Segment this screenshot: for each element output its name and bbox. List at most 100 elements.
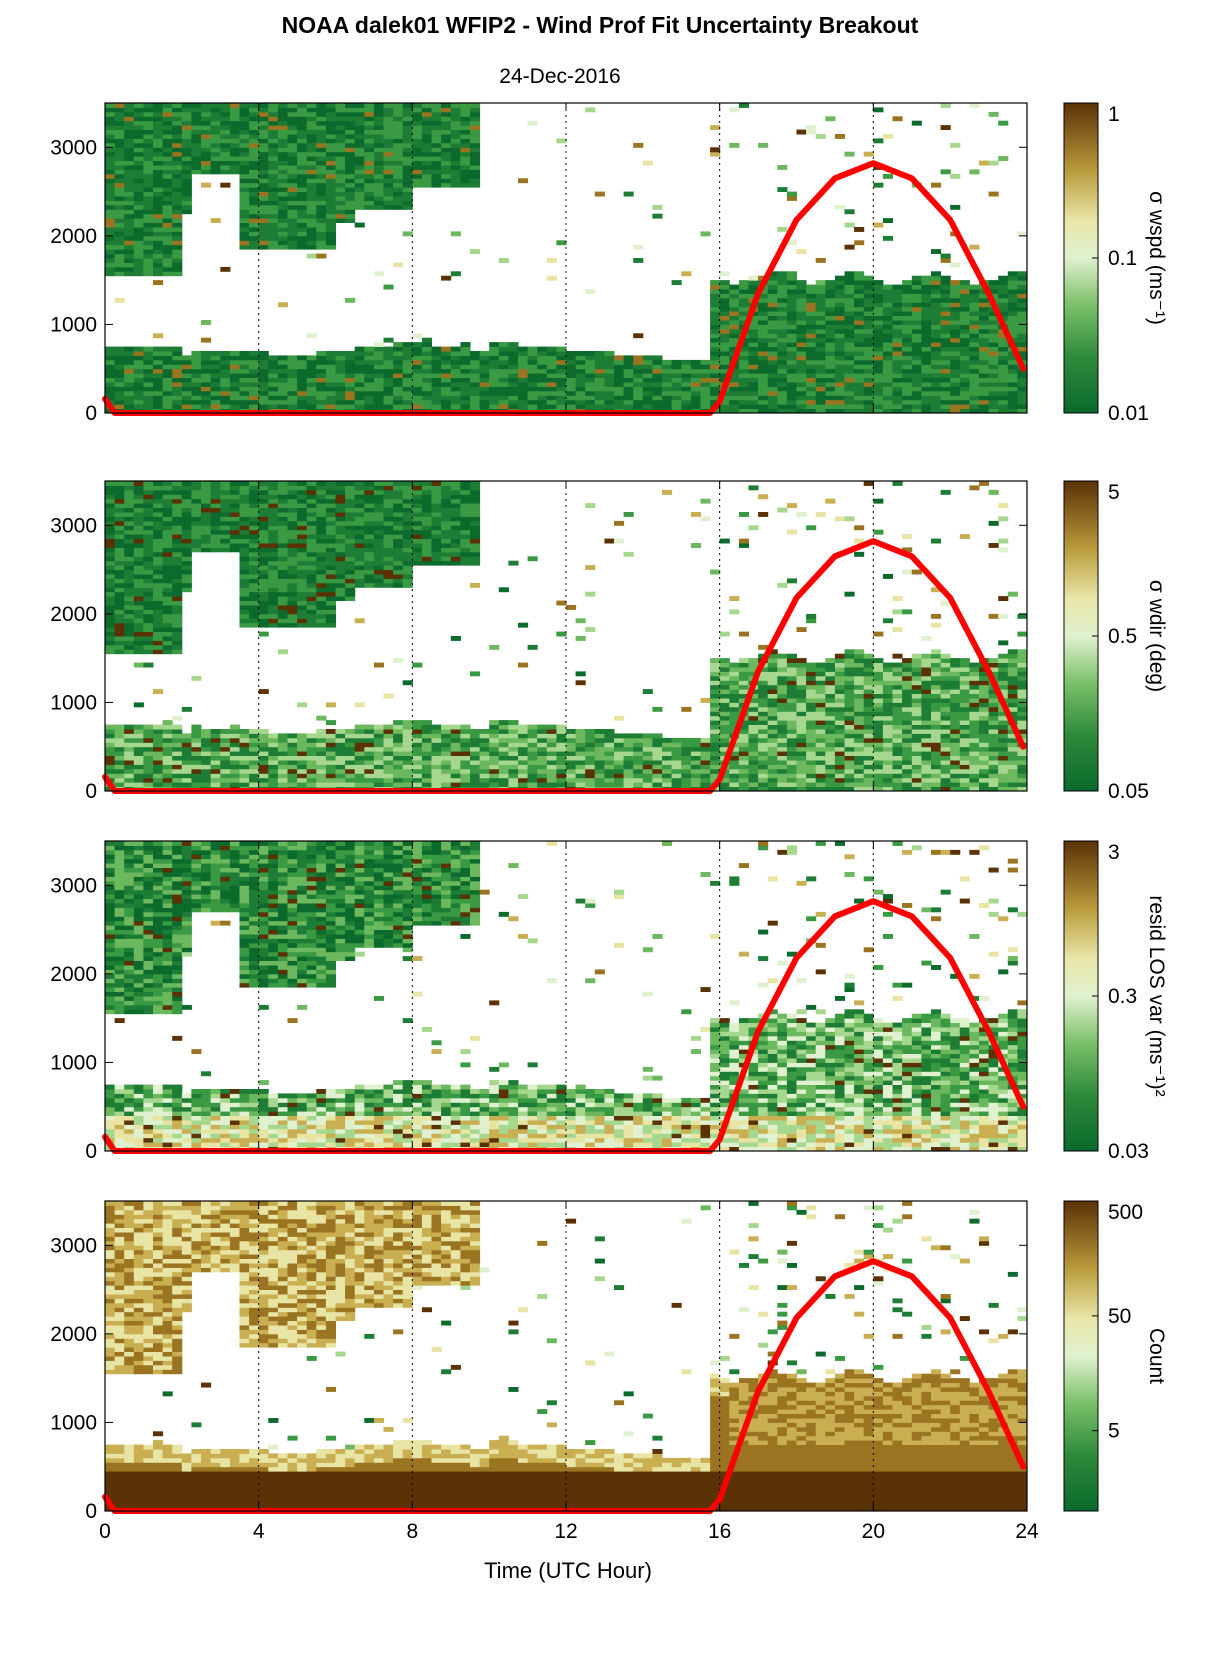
heatmap-cell <box>460 746 471 752</box>
heatmap-cell <box>402 359 413 365</box>
heatmap-cell <box>402 116 413 122</box>
heatmap-cell <box>777 386 788 392</box>
heatmap-cell <box>258 382 269 387</box>
heatmap-cell <box>153 382 164 387</box>
heatmap-cell <box>527 733 538 739</box>
heatmap-cell <box>277 138 288 144</box>
heatmap-cell <box>239 777 250 783</box>
heatmap-cell <box>719 373 730 378</box>
heatmap-cell <box>277 649 288 655</box>
heatmap-cell <box>191 151 202 157</box>
heatmap-cell <box>162 525 173 531</box>
heatmap-cell <box>902 355 913 361</box>
heatmap-cell <box>950 359 961 365</box>
heatmap-cell <box>287 760 298 765</box>
heatmap-cell <box>258 764 269 770</box>
heatmap-cell <box>854 275 865 281</box>
heatmap-cell <box>489 368 500 374</box>
heatmap-cell <box>316 525 327 531</box>
heatmap-cell <box>393 751 404 756</box>
heatmap-cell <box>393 364 404 370</box>
heatmap-cell <box>815 395 826 401</box>
heatmap-cell <box>258 503 269 508</box>
heatmap-cell <box>412 173 423 179</box>
heatmap-cell <box>911 395 922 401</box>
heatmap-cell <box>498 351 509 356</box>
heatmap-cell <box>758 324 769 330</box>
heatmap-cell <box>143 156 154 161</box>
heatmap-cell <box>902 359 913 365</box>
heatmap-cell <box>306 587 317 593</box>
heatmap-cell <box>412 556 423 562</box>
heatmap-cell <box>633 359 644 365</box>
heatmap-cell <box>815 373 826 378</box>
heatmap-cell <box>623 386 634 392</box>
heatmap-cell <box>268 196 279 201</box>
heatmap-cell <box>268 222 279 228</box>
heatmap-cell <box>758 351 769 356</box>
heatmap-cell <box>700 359 711 365</box>
heatmap-cell <box>220 377 231 383</box>
heatmap-cell <box>153 494 164 500</box>
heatmap-cell <box>633 244 644 250</box>
heatmap-cell <box>229 729 240 734</box>
heatmap-cell <box>373 386 384 392</box>
heatmap-cell <box>998 355 1009 361</box>
heatmap-cell <box>335 591 346 597</box>
heatmap-cell <box>143 596 154 601</box>
heatmap-cell <box>114 129 125 135</box>
heatmap-cell <box>421 556 432 562</box>
heatmap-cell <box>719 271 730 277</box>
heatmap-cell <box>316 529 327 535</box>
heatmap-cell <box>153 534 164 539</box>
heatmap-cell <box>191 111 202 117</box>
heatmap-cell <box>191 165 202 170</box>
heatmap-cell <box>796 404 807 409</box>
heatmap-cell <box>325 498 336 504</box>
heatmap-cell <box>470 782 481 787</box>
heatmap-cell <box>450 399 461 405</box>
heatmap-cell <box>220 142 231 148</box>
heatmap-cell <box>710 147 721 153</box>
heatmap-cell <box>546 377 557 383</box>
heatmap-cell <box>114 368 125 374</box>
heatmap-cell <box>306 751 317 756</box>
heatmap-cell <box>287 485 298 491</box>
heatmap-cell <box>316 182 327 188</box>
heatmap-cell <box>950 390 961 396</box>
heatmap-cell <box>201 351 212 356</box>
heatmap-cell <box>594 373 605 378</box>
heatmap-cell <box>335 547 346 553</box>
heatmap-cell <box>335 355 346 361</box>
heatmap-cell <box>316 582 327 588</box>
heatmap-cell <box>710 306 721 312</box>
heatmap-cell <box>479 368 490 374</box>
heatmap-cell <box>153 235 164 241</box>
heatmap-cell <box>191 755 202 761</box>
heatmap-cell <box>450 556 461 562</box>
heatmap-cell <box>815 342 826 347</box>
heatmap-cell <box>921 342 932 347</box>
heatmap-cell <box>988 191 999 197</box>
heatmap-cell <box>690 399 701 405</box>
heatmap-cell <box>153 751 164 756</box>
heatmap-cell <box>181 556 192 562</box>
heatmap-cell <box>364 777 375 783</box>
heatmap-cell <box>133 485 144 491</box>
heatmap-cell <box>479 355 490 361</box>
heatmap-cell <box>172 529 183 535</box>
heatmap-cell <box>105 116 116 122</box>
heatmap-cell <box>153 160 164 166</box>
heatmap-cell <box>306 390 317 396</box>
heatmap-cell <box>172 187 183 192</box>
heatmap-cell <box>306 151 317 157</box>
heatmap-cell <box>114 520 125 526</box>
heatmap-cell <box>258 355 269 361</box>
heatmap-cell <box>133 600 144 606</box>
heatmap-cell <box>431 116 442 122</box>
heatmap-cell <box>162 253 173 259</box>
heatmap-cell <box>373 551 384 557</box>
heatmap-cell <box>345 768 356 774</box>
heatmap-cell <box>508 399 519 405</box>
heatmap-cell <box>546 764 557 770</box>
